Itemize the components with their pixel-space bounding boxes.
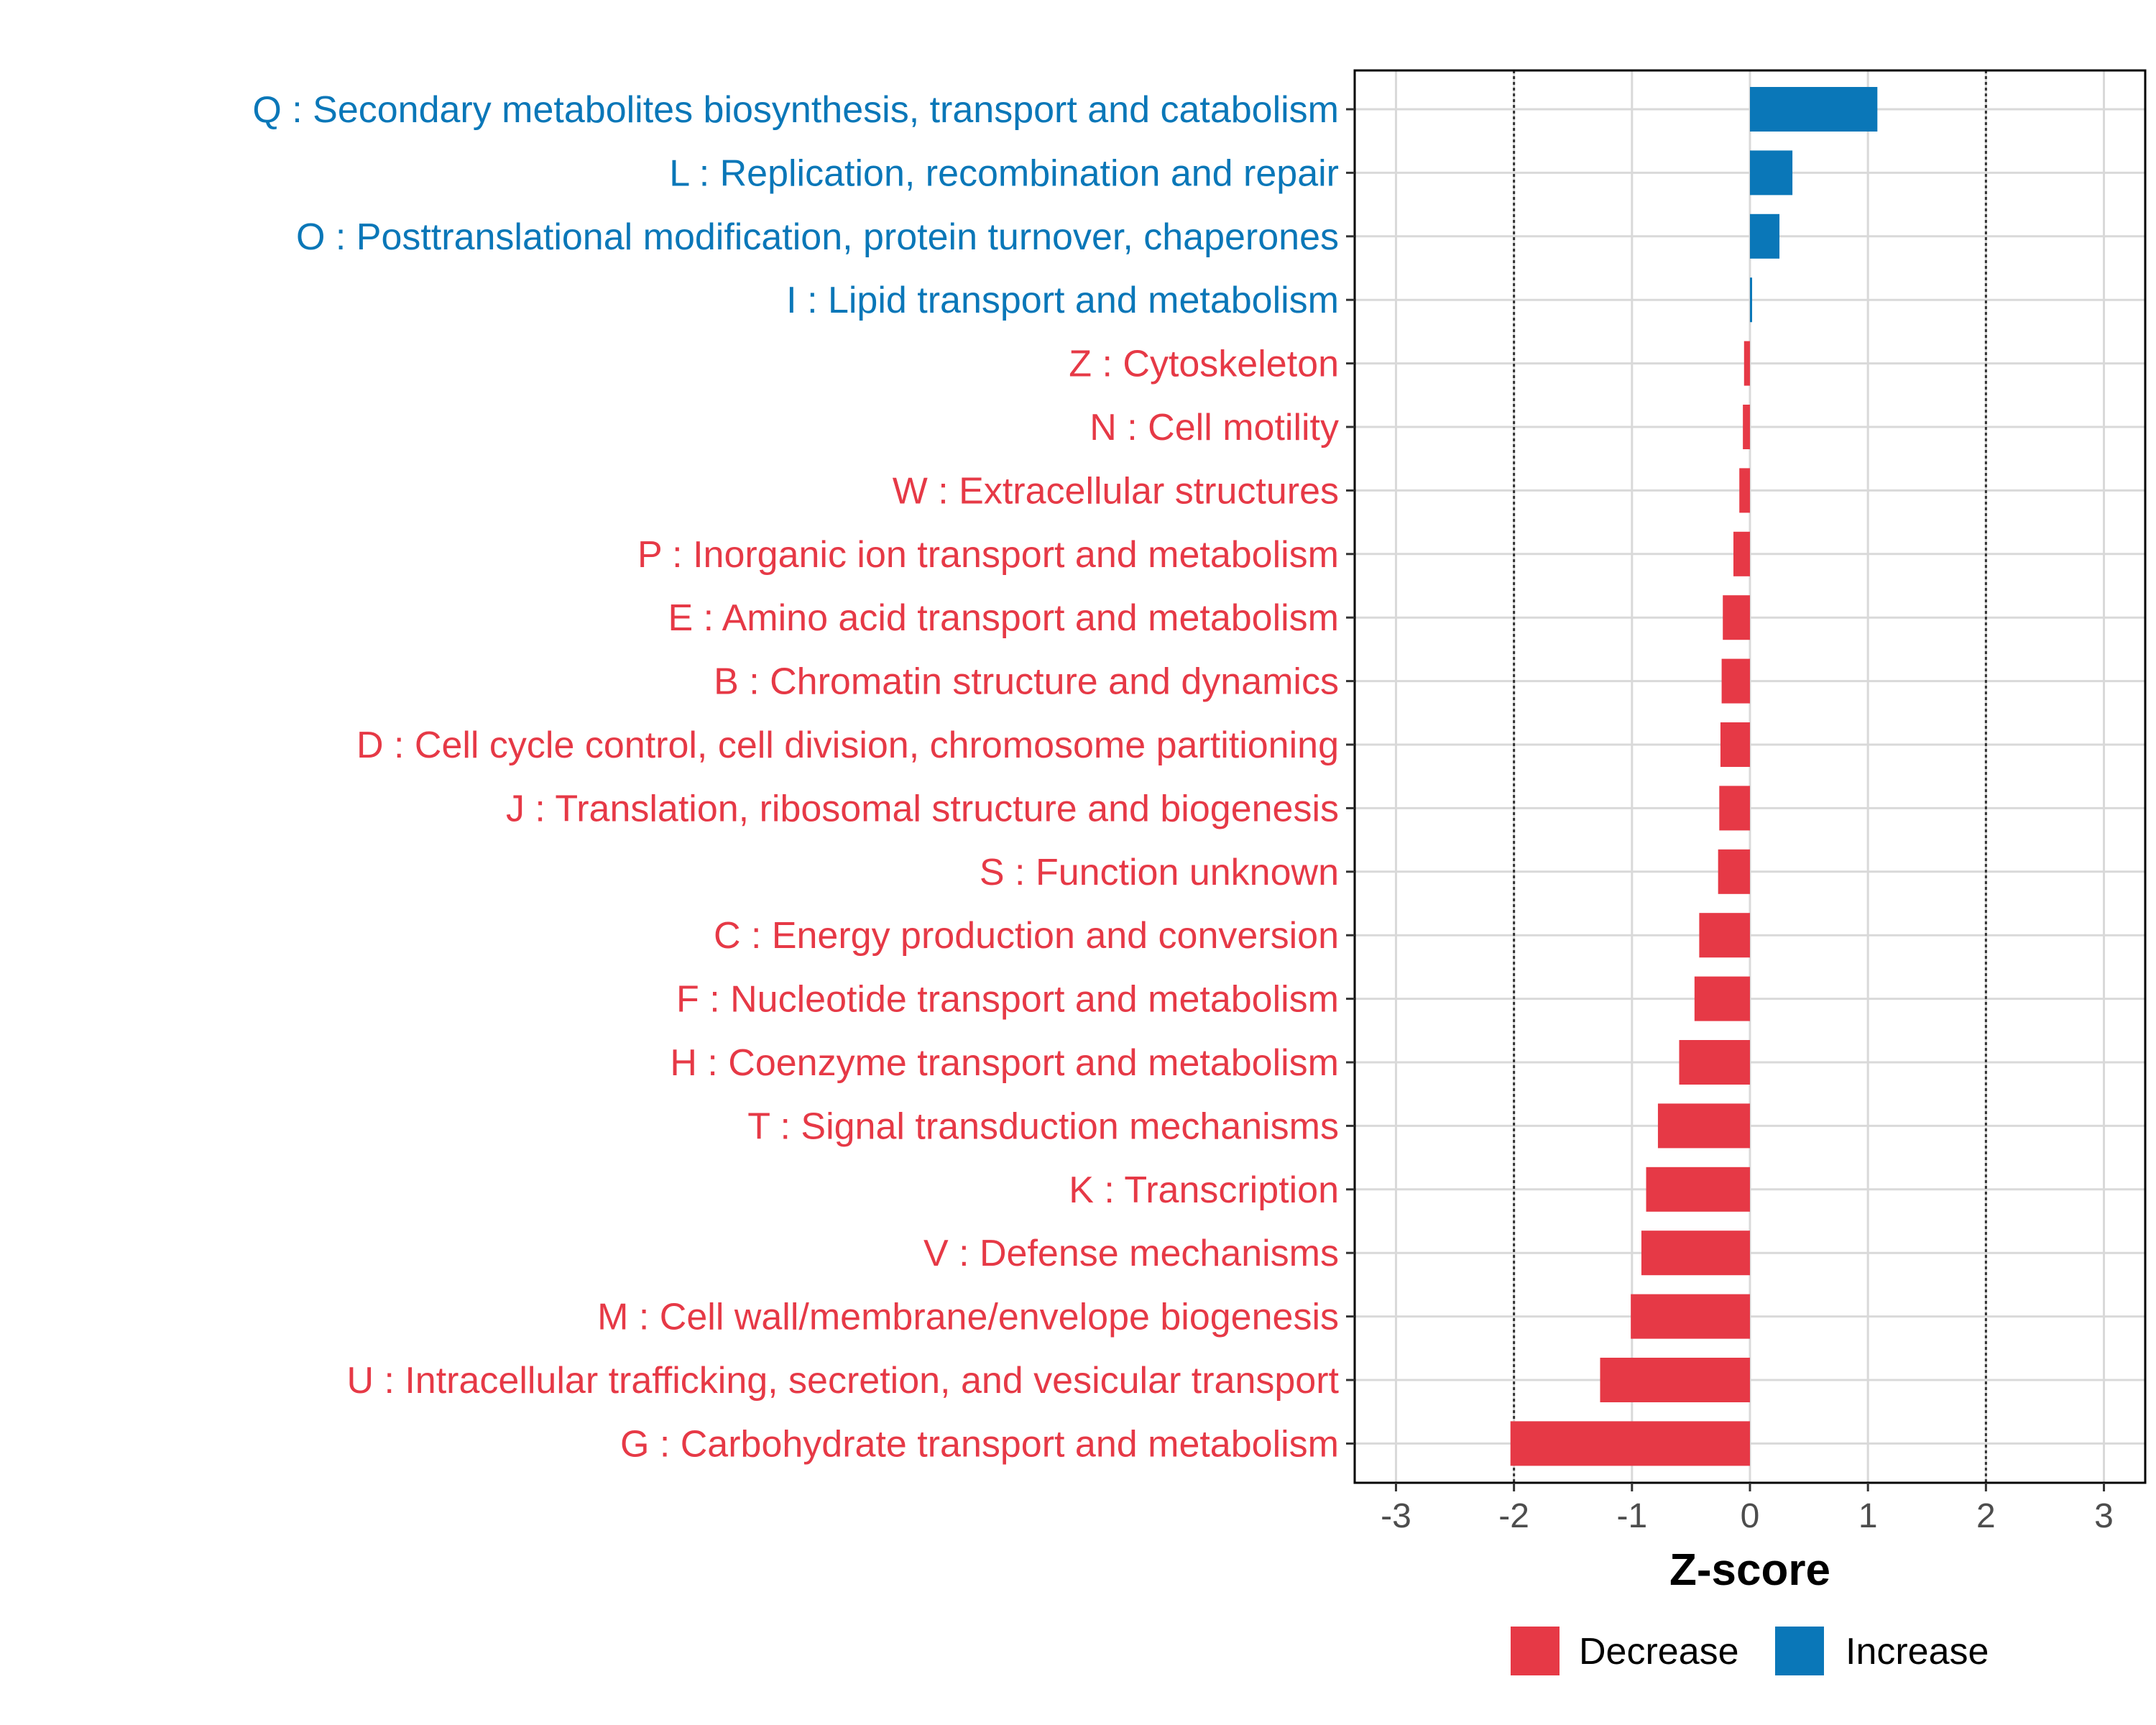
category-label: D : Cell cycle control, cell division, c… — [356, 724, 1339, 766]
bar — [1657, 1103, 1750, 1149]
bar — [1718, 849, 1750, 894]
bar — [1600, 1358, 1750, 1402]
category-label: S : Function unknown — [980, 852, 1339, 893]
legend-swatch-decrease — [1511, 1627, 1560, 1675]
bar — [1750, 277, 1752, 323]
bar — [1510, 1421, 1750, 1466]
category-label: G : Carbohydrate transport and metabolis… — [620, 1423, 1339, 1465]
category-label: W : Extracellular structures — [893, 470, 1339, 512]
bar — [1694, 976, 1750, 1021]
category-label: H : Coenzyme transport and metabolism — [670, 1042, 1339, 1084]
legend-label-increase: Increase — [1846, 1631, 1989, 1673]
x-tick-label: -3 — [1381, 1497, 1411, 1535]
category-label: U : Intracellular trafficking, secretion… — [346, 1360, 1339, 1402]
bars — [1510, 87, 1878, 1466]
bar — [1699, 913, 1750, 958]
x-tick-label: 0 — [1741, 1497, 1760, 1535]
x-tick-label: -2 — [1498, 1497, 1529, 1535]
bar — [1723, 595, 1750, 640]
category-label: C : Energy production and conversion — [714, 915, 1339, 957]
x-axis-title: Z-score — [1669, 1545, 1830, 1595]
bar — [1719, 786, 1750, 831]
bar — [1750, 150, 1793, 196]
bar — [1743, 341, 1750, 386]
category-label: J : Translation, ribosomal structure and… — [506, 788, 1339, 829]
x-tick-label: 1 — [1858, 1497, 1878, 1535]
legend-swatch-increase — [1775, 1627, 1824, 1675]
category-label: K : Transcription — [1069, 1169, 1339, 1211]
bar — [1743, 405, 1750, 449]
category-label: I : Lipid transport and metabolism — [786, 280, 1339, 321]
category-label: Q : Secondary metabolites biosynthesis, … — [252, 89, 1339, 131]
category-label: N : Cell motility — [1089, 407, 1339, 448]
category-label: T : Signal transduction mechanisms — [747, 1105, 1339, 1147]
category-label: F : Nucleotide transport and metabolism — [676, 979, 1339, 1021]
x-axis-ticks — [1394, 1483, 2106, 1491]
bar — [1750, 213, 1780, 259]
y-axis-ticks — [1346, 108, 1355, 1445]
bar — [1679, 1040, 1750, 1085]
bar — [1631, 1294, 1750, 1339]
bar — [1721, 658, 1750, 704]
legend: Decrease Increase — [1511, 1627, 1989, 1675]
category-label: Z : Cytoskeleton — [1069, 344, 1339, 385]
bar — [1733, 531, 1750, 576]
x-tick-label: 2 — [1976, 1497, 1996, 1535]
category-labels: Q : Secondary metabolites biosynthesis, … — [252, 89, 1339, 1465]
x-tick-label: 3 — [2094, 1497, 2114, 1535]
bar — [1720, 722, 1750, 767]
category-label: M : Cell wall/membrane/envelope biogenes… — [597, 1297, 1339, 1338]
category-label: P : Inorganic ion transport and metaboli… — [637, 534, 1339, 576]
x-tick-label: -1 — [1616, 1497, 1647, 1535]
category-label: E : Amino acid transport and metabolism — [668, 597, 1339, 639]
category-label: B : Chromatin structure and dynamics — [714, 661, 1339, 703]
bar — [1739, 468, 1750, 513]
legend-label-decrease: Decrease — [1579, 1631, 1739, 1673]
category-label: L : Replication, recombination and repai… — [669, 152, 1339, 194]
bar — [1750, 87, 1878, 132]
x-tick-labels: -3 -2 -1 0 1 2 3 — [1381, 1497, 2114, 1535]
category-label: V : Defense mechanisms — [923, 1233, 1339, 1274]
bar — [1646, 1167, 1750, 1212]
category-label: O : Posttranslational modification, prot… — [296, 216, 1339, 258]
bar — [1641, 1230, 1750, 1276]
